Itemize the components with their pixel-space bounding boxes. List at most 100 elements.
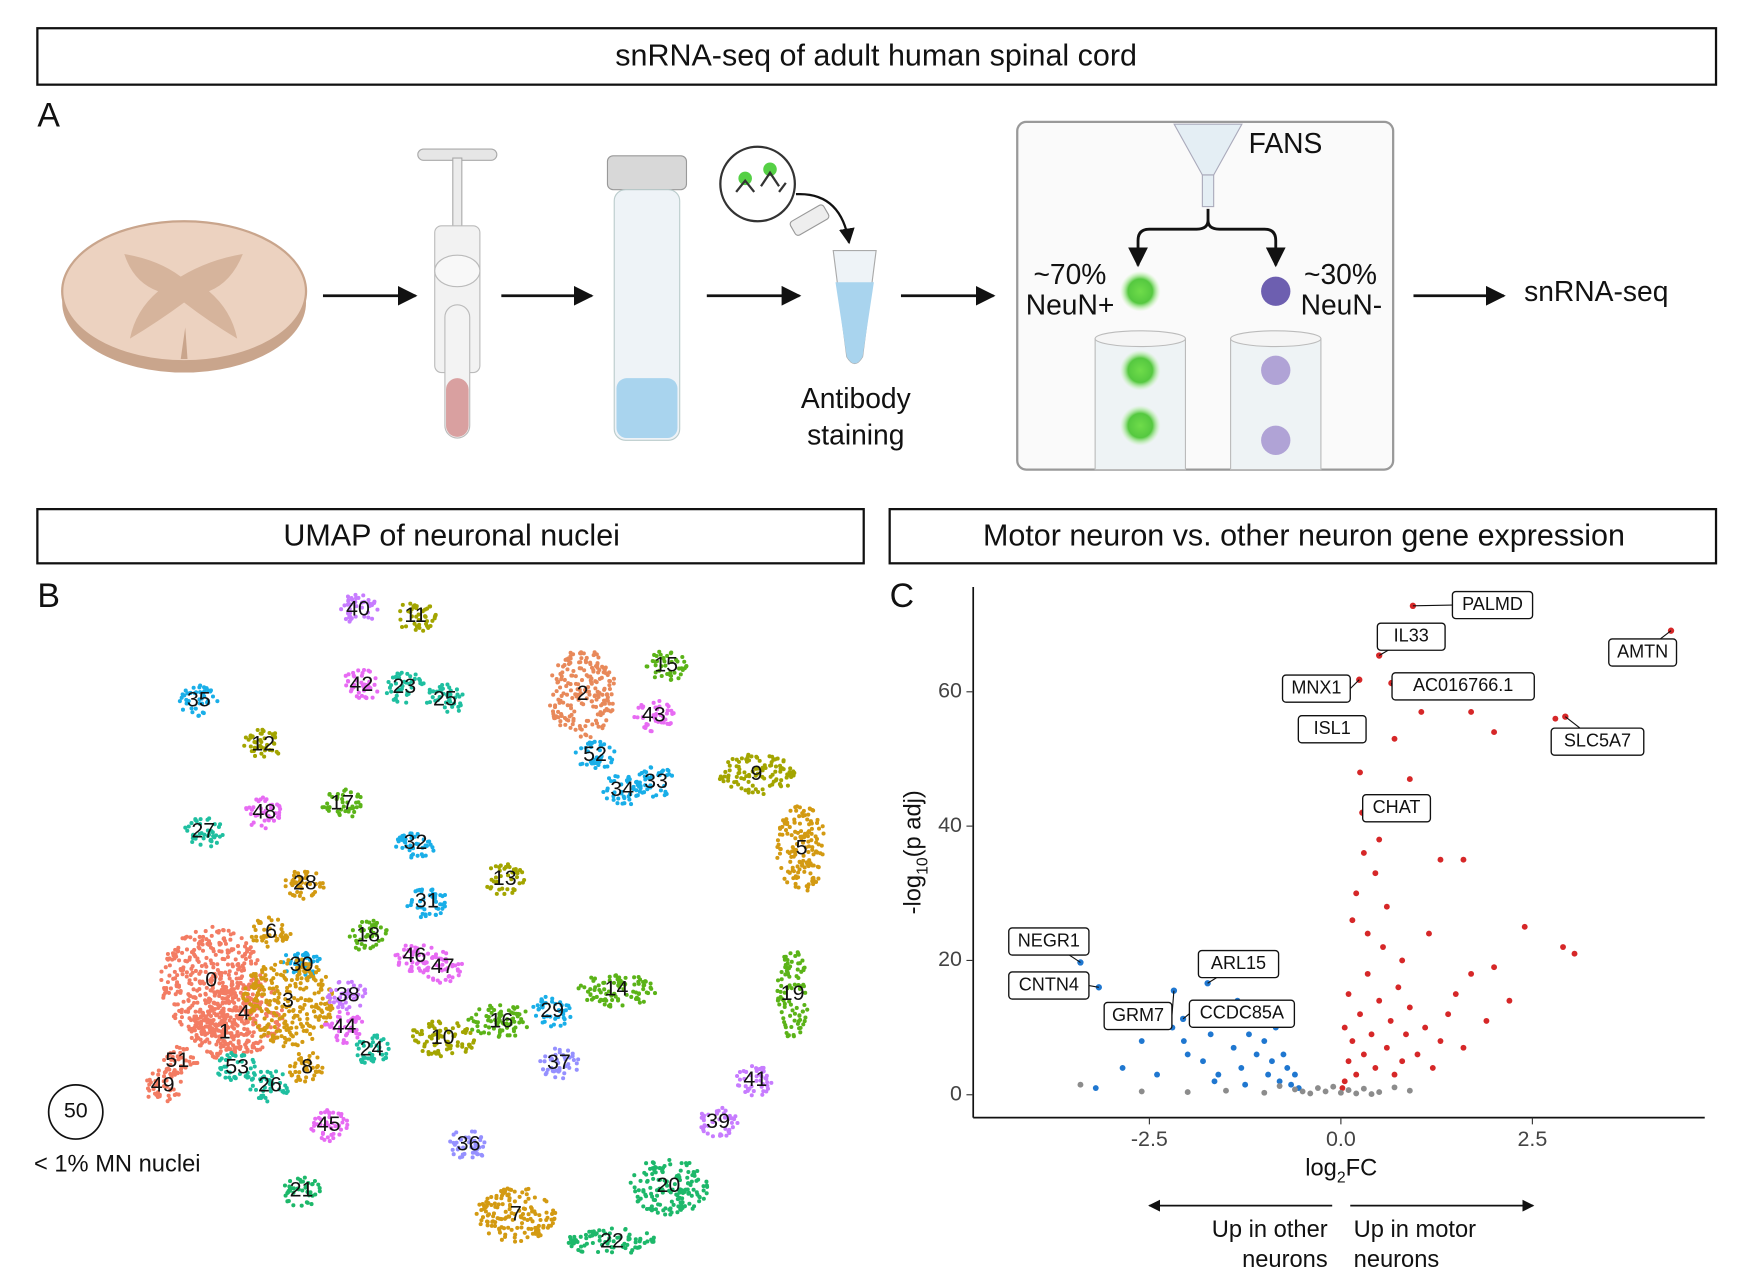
point	[1261, 1089, 1268, 1096]
umap-dot	[370, 1040, 375, 1045]
umap-dot	[329, 1003, 334, 1008]
umap-dot	[243, 986, 248, 991]
panel-letter: A	[37, 96, 60, 134]
umap-dot	[233, 1076, 238, 1081]
umap-dot	[407, 948, 412, 953]
umap-dot	[805, 817, 810, 822]
umap-dot	[442, 892, 448, 898]
umap-dot	[721, 1111, 726, 1116]
umap-dot	[588, 992, 593, 997]
umap-dot	[353, 599, 358, 604]
umap-dot	[492, 1201, 497, 1206]
gene-label: NEGR1	[1018, 930, 1080, 950]
umap-dot	[305, 978, 310, 983]
umap-dot	[209, 1033, 214, 1038]
umap-dot	[739, 786, 744, 791]
umap-dot	[650, 1194, 655, 1199]
umap-dot	[439, 956, 444, 961]
direction-label: Up in other	[1212, 1217, 1328, 1243]
cluster-label: 15	[654, 653, 678, 677]
umap-dot	[206, 701, 211, 706]
umap-dot	[576, 1057, 581, 1062]
umap-dot	[295, 1013, 300, 1018]
umap-dot	[405, 904, 410, 909]
umap-dot	[445, 691, 450, 696]
umap-dot	[767, 754, 772, 759]
umap-dot	[426, 965, 431, 970]
point	[1291, 1071, 1298, 1078]
umap-dot	[609, 1226, 614, 1231]
umap-dot	[609, 692, 614, 697]
point	[1357, 1011, 1363, 1018]
umap-dot	[354, 994, 359, 999]
point	[1452, 991, 1459, 997]
umap-dot	[479, 1152, 484, 1157]
umap-dot	[751, 1089, 756, 1094]
umap-dot	[548, 1055, 553, 1060]
umap-dot	[549, 1065, 554, 1070]
umap-dot	[796, 951, 801, 956]
umap-dot	[204, 955, 209, 960]
cluster-label: 37	[547, 1050, 571, 1074]
umap-dot	[341, 991, 346, 996]
umap-dot	[384, 928, 389, 933]
umap-dot	[211, 1000, 217, 1005]
umap-dot	[376, 1048, 381, 1053]
umap-dot	[397, 675, 402, 680]
umap-dot	[781, 818, 786, 823]
umap-dot	[280, 934, 285, 940]
umap-dot	[430, 1019, 435, 1024]
umap-dot	[376, 938, 381, 943]
umap-dot	[220, 1021, 225, 1026]
umap-dot	[684, 664, 689, 669]
umap-dot	[717, 1117, 722, 1122]
umap-dot	[579, 1244, 584, 1249]
umap-dot	[643, 979, 648, 984]
umap-dot	[415, 949, 420, 954]
umap-dot	[298, 1009, 303, 1014]
umap-dot	[548, 1014, 553, 1019]
umap-dot	[486, 1015, 491, 1020]
umap-dot	[486, 1025, 492, 1030]
umap-dot	[355, 987, 360, 992]
umap-dot	[244, 1045, 249, 1050]
umap-dot	[788, 964, 793, 969]
umap-dot	[488, 886, 493, 891]
umap-dot	[600, 726, 605, 731]
umap-dot	[175, 973, 180, 978]
umap-dot	[372, 1033, 377, 1038]
umap-dot	[331, 1026, 336, 1031]
umap-dot	[324, 1006, 329, 1011]
umap-dot	[803, 845, 808, 850]
umap-dot	[180, 936, 185, 941]
umap-dot	[310, 1051, 316, 1056]
umap-dot	[236, 997, 241, 1002]
umap-dot	[559, 677, 564, 682]
point	[1429, 1064, 1436, 1071]
umap-dot	[571, 1058, 576, 1063]
umap-dot	[287, 1187, 292, 1192]
umap-dot	[344, 1118, 349, 1123]
umap-dot	[473, 1142, 478, 1147]
umap-dot	[651, 700, 656, 705]
umap-dot	[777, 851, 783, 856]
umap-dot	[177, 958, 182, 963]
umap-dot	[617, 985, 622, 990]
umap-dot	[800, 1009, 805, 1014]
y-axis-label-part: 10	[914, 857, 931, 875]
umap-dot	[243, 956, 248, 961]
umap-dot	[356, 1046, 361, 1051]
umap-dot	[561, 691, 566, 696]
umap-dot	[657, 704, 662, 709]
direction-label: neurons	[1354, 1247, 1440, 1270]
point	[1383, 1044, 1390, 1051]
label-box	[1281, 674, 1351, 703]
spinal-cord	[61, 220, 308, 373]
umap-dot	[233, 957, 238, 962]
umap-dot	[261, 987, 267, 992]
umap-dot	[193, 836, 198, 841]
umap-dot	[227, 1007, 232, 1012]
umap-dot	[729, 1120, 734, 1125]
umap-dot	[327, 993, 332, 998]
umap-dot	[611, 1239, 616, 1244]
